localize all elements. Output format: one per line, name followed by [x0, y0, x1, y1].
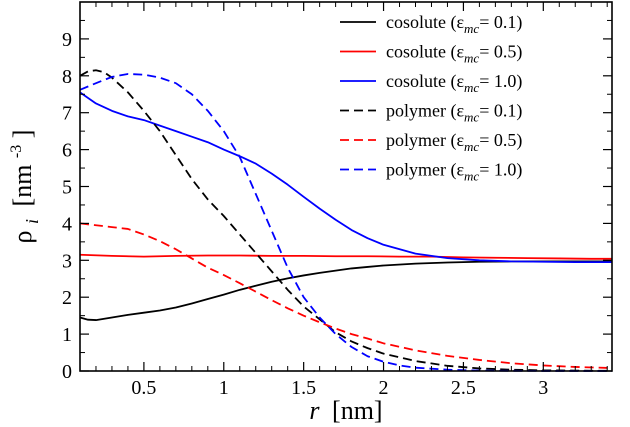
legend-label-4: polymer (εmc= 0.1): [386, 101, 522, 125]
legend-label-5: polymer (εmc= 0.5): [386, 130, 522, 154]
plot-frame: [79, 1, 613, 372]
y-axis-sup: -3: [8, 145, 25, 158]
legend-label-6: polymer (εmc= 1.0): [386, 160, 522, 184]
y-tick-label: 6: [62, 140, 72, 162]
x-axis-title: r [nm]: [309, 396, 382, 425]
x-tick-label: 1: [219, 377, 229, 399]
y-axis-var: ρ: [8, 230, 37, 243]
y-tick-label: 2: [62, 287, 72, 309]
legend-label-2: cosolute (εmc= 0.5): [386, 42, 522, 66]
y-axis-title: ρ i [nm -3 ]: [0, 130, 44, 244]
y-tick-label: 0: [62, 361, 72, 383]
x-tick-label: 0.5: [131, 377, 156, 399]
x-axis-unit: [nm]: [332, 396, 383, 425]
y-axis-sub: i: [22, 219, 42, 224]
y-tick-label: 8: [62, 66, 72, 88]
y-tick-label: 9: [62, 29, 72, 51]
y-axis-unit: [nm: [8, 165, 37, 207]
x-tick-label: 2: [379, 377, 389, 399]
series-line-3: [79, 91, 612, 264]
legend-label-1: cosolute (εmc= 0.1): [386, 12, 522, 36]
tick-labels: 0 1 2 3 4 5 6 7 8 9 0.5 1 1.5 2 2.5 3: [62, 29, 548, 399]
y-axis-close: ]: [8, 130, 37, 139]
x-tick-label: 1.5: [291, 377, 316, 399]
x-tick-label: 3: [538, 377, 548, 399]
series-line-2: [79, 253, 612, 260]
y-tick-label: 7: [62, 103, 72, 125]
y-tick-label: 5: [62, 177, 72, 199]
series-line-4: [79, 69, 613, 372]
x-tick-label: 2.5: [451, 377, 476, 399]
y-tick-label: 3: [62, 250, 72, 272]
x-axis-var: r: [309, 396, 320, 425]
y-tick-label: 1: [62, 324, 72, 346]
legend: cosolute (εmc= 0.1) cosolute (εmc= 0.5) co…: [340, 12, 522, 184]
y-tick-label: 4: [62, 213, 72, 235]
series-line-5: [79, 222, 613, 369]
legend-label-3: cosolute (εmc= 1.0): [386, 71, 522, 95]
series-layer: [79, 69, 613, 372]
